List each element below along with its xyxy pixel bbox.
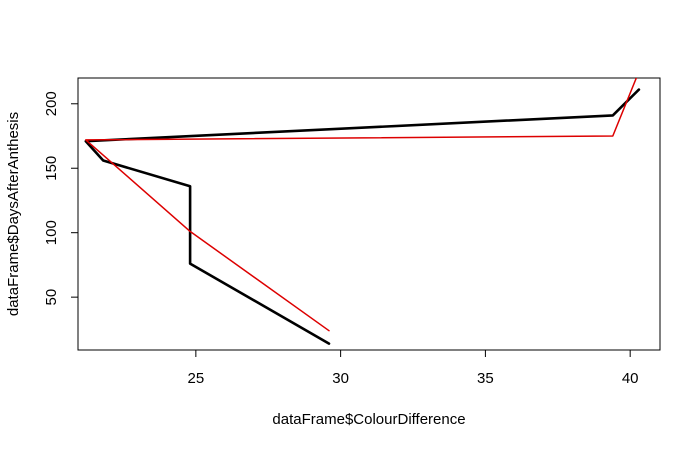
series-line-2: [85, 78, 638, 332]
y-axis: 50 100 150 200: [43, 91, 79, 306]
x-axis: 25 30 35 40: [188, 349, 639, 387]
y-tick-label: 200: [43, 91, 60, 116]
series-line-1: [84, 88, 641, 345]
y-tick-label: 100: [43, 220, 60, 245]
plot-frame: [77, 77, 661, 351]
y-tick-label: 150: [43, 156, 60, 181]
x-tick-label: 35: [477, 370, 494, 387]
x-axis-title: dataFrame$ColourDifference: [272, 411, 465, 428]
x-tick-label: 25: [188, 370, 205, 387]
x-tick-label: 30: [332, 370, 349, 387]
x-tick-label: 40: [622, 370, 639, 387]
y-tick-label: 50: [43, 289, 60, 306]
y-axis-title: dataFrame$DaysAfterAnthesis: [5, 112, 22, 316]
series-layer: [84, 78, 641, 345]
